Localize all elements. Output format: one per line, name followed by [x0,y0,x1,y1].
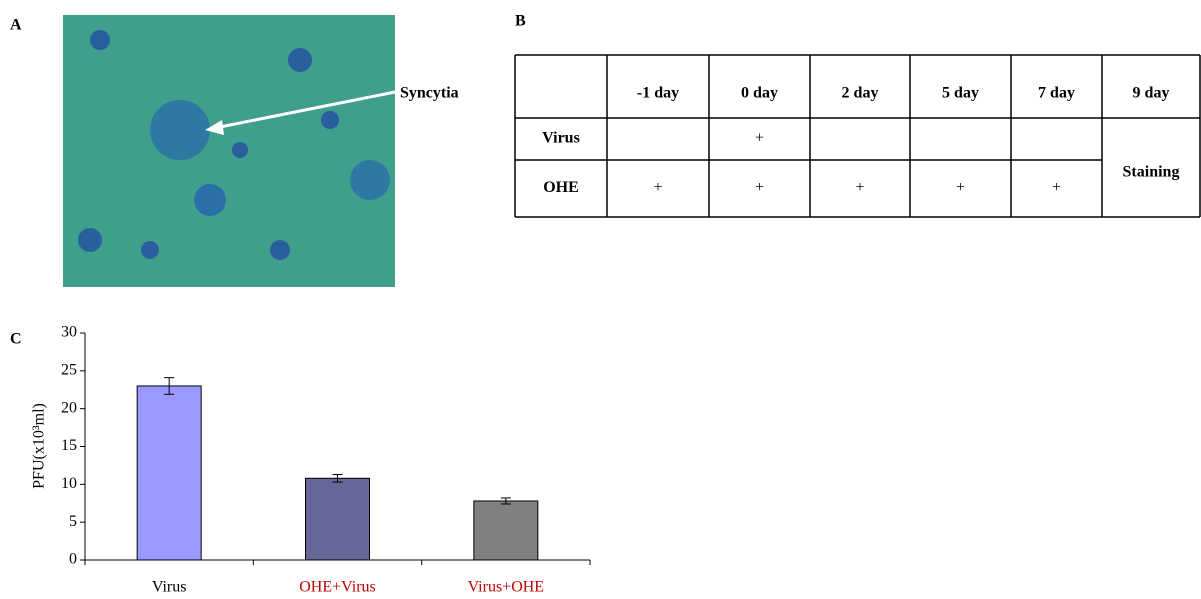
column-header: 0 day [741,85,778,102]
bar [137,386,201,560]
row-header: Virus [542,130,580,147]
x-tick-label: OHE+Virus [299,579,376,596]
micrograph [63,15,395,287]
merged-cell: Staining [1123,164,1180,181]
y-tick-label: 0 [69,551,77,568]
y-axis-label: PFU(x10³ml) [31,403,48,489]
cell: + [956,179,965,196]
annotation: Syncytia [400,85,459,102]
column-header: 5 day [942,85,979,102]
figure: A Syncytia B -1 day 0 day 2 day 5 day 7 day 9… [0,0,1201,599]
table: -1 day 0 day 2 day 5 day 7 day 9 day Virus + OHE… [515,55,1200,217]
column-header: 7 day [1038,85,1075,102]
panel-label: C [10,331,22,348]
cell: + [755,130,764,147]
y-tick-label: 10 [61,475,77,492]
column-header: 2 day [842,85,879,102]
y-tick-label: 25 [61,362,77,379]
x-tick-label: Virus [152,579,187,596]
panel-label: A [10,17,22,34]
y-tick-label: 15 [61,437,77,454]
y-tick-label: 30 [61,324,77,341]
cell: + [855,179,864,196]
bar [306,478,370,560]
panel-label: B [515,13,526,30]
y-tick-label: 20 [61,399,77,416]
column-header: 9 day [1133,85,1170,102]
cell: + [755,179,764,196]
row-header: OHE [543,179,579,196]
cell: + [1052,179,1061,196]
chart: 0 5 10 15 20 25 30 Virus OHE+Virus Virus+OHE [61,324,590,596]
column-header: -1 day [637,85,679,102]
bar [474,501,538,560]
x-tick-label: Virus+OHE [468,579,545,596]
cell: + [653,179,662,196]
y-tick-label: 5 [69,513,77,530]
